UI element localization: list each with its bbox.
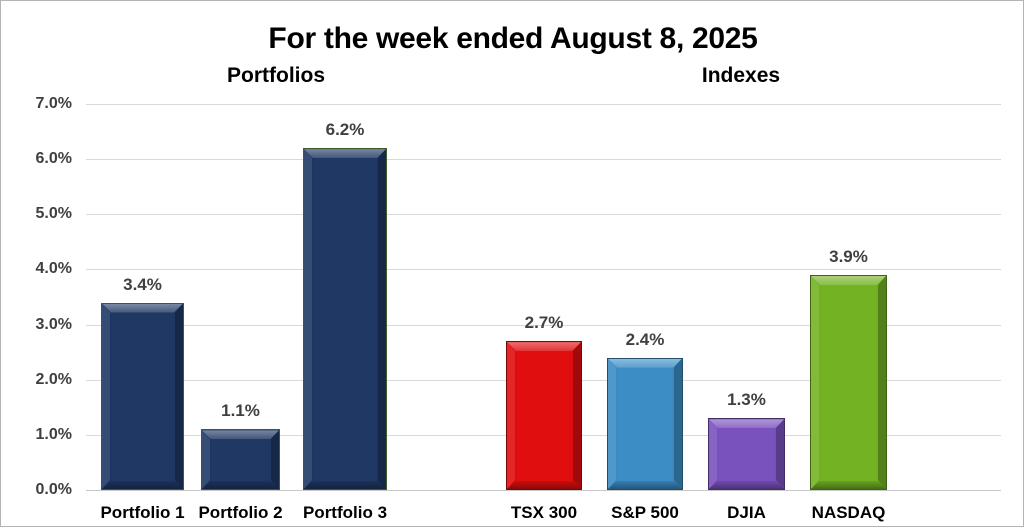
bar-bevel-bottom: [507, 481, 581, 489]
bar-bevel-right: [573, 342, 581, 489]
gridline: [86, 269, 1001, 271]
bar-fill: [507, 342, 581, 489]
bar-bevel-right: [175, 304, 183, 489]
bar-fill: [102, 303, 183, 489]
bar-bevel-top: [507, 342, 581, 351]
gridline: [86, 324, 1001, 326]
bar-fill: [709, 419, 784, 489]
y-axis-tick-label: 0.0%: [35, 481, 72, 498]
bar-bevel-bottom: [304, 481, 386, 489]
category-label: DJIA: [727, 503, 766, 522]
bar-fill: [202, 430, 279, 489]
data-label: 1.1%: [221, 401, 260, 421]
category-label: Portfolio 2: [198, 503, 283, 522]
data-label: 3.4%: [123, 274, 162, 294]
gridline: [86, 104, 1001, 105]
bar-s-p-500[interactable]: [607, 357, 683, 490]
bar-fill: [608, 358, 682, 489]
group-label-portfolios: Portfolios: [227, 64, 325, 87]
bar-bevel-top: [811, 276, 886, 285]
data-label: 3.9%: [829, 246, 868, 266]
gridline: [86, 159, 1001, 161]
y-axis-tick-label: 6.0%: [35, 150, 72, 168]
bar-portfolio-3[interactable]: [303, 148, 387, 490]
bar-bevel-right: [674, 359, 682, 489]
data-label: 2.7%: [524, 313, 564, 333]
bar-bevel-bottom: [709, 481, 784, 489]
bar-bevel-right: [776, 419, 784, 489]
bar-bevel-left: [304, 149, 312, 489]
bar-bevel-bottom: [811, 481, 886, 489]
data-label: 6.2%: [325, 120, 365, 140]
bar-bevel-left: [709, 419, 717, 489]
bar-fill: [304, 149, 386, 489]
bar-bevel-left: [608, 359, 616, 489]
category-label: TSX 300: [510, 503, 578, 522]
bar-portfolio-1[interactable]: [101, 302, 184, 490]
y-axis-tick-label: 4.0%: [35, 260, 72, 278]
axis-baseline: [86, 490, 1001, 491]
y-axis-tick-label: 1.0%: [35, 425, 72, 443]
bar-portfolio-2[interactable]: [201, 429, 280, 490]
group-label-indexes: Indexes: [701, 64, 781, 87]
bar-djia[interactable]: [708, 418, 785, 490]
bar-bevel-left: [507, 342, 515, 489]
bar-tsx-300[interactable]: [506, 341, 582, 490]
category-label: S&P 500: [611, 503, 679, 522]
bar-bevel-top: [608, 359, 682, 368]
data-label: 1.3%: [727, 390, 766, 410]
bar-bevel-left: [102, 304, 110, 489]
bar-bevel-top: [102, 304, 183, 313]
gridline: [86, 214, 1001, 216]
category-label: Portfolio 1: [100, 503, 185, 522]
category-label: NASDAQ: [811, 503, 886, 522]
bar-fill: [811, 275, 886, 489]
y-axis-tick-label: 5.0%: [35, 205, 72, 223]
y-axis-tick-label: 3.0%: [35, 315, 72, 333]
bar-bevel-right: [271, 430, 279, 489]
bar-bevel-bottom: [202, 481, 279, 489]
bar-nasdaq[interactable]: [810, 274, 887, 490]
bar-bevel-left: [811, 276, 819, 489]
bar-bevel-left: [202, 430, 210, 489]
bar-bevel-top: [304, 149, 386, 158]
plot-area: [86, 104, 1001, 491]
y-axis-tick-label: 7.0%: [35, 95, 72, 112]
chart-title: For the week ended August 8, 2025: [268, 22, 758, 55]
bar-bevel-bottom: [608, 481, 682, 489]
bar-bevel-top: [202, 430, 279, 439]
data-label: 2.4%: [625, 329, 665, 349]
bar-bevel-top: [709, 419, 784, 428]
bar-bevel-right: [878, 276, 886, 489]
bar-bevel-right: [378, 149, 386, 489]
bar-bevel-bottom: [102, 481, 183, 489]
category-label: Portfolio 3: [302, 503, 388, 522]
y-axis-tick-label: 2.0%: [35, 370, 72, 388]
